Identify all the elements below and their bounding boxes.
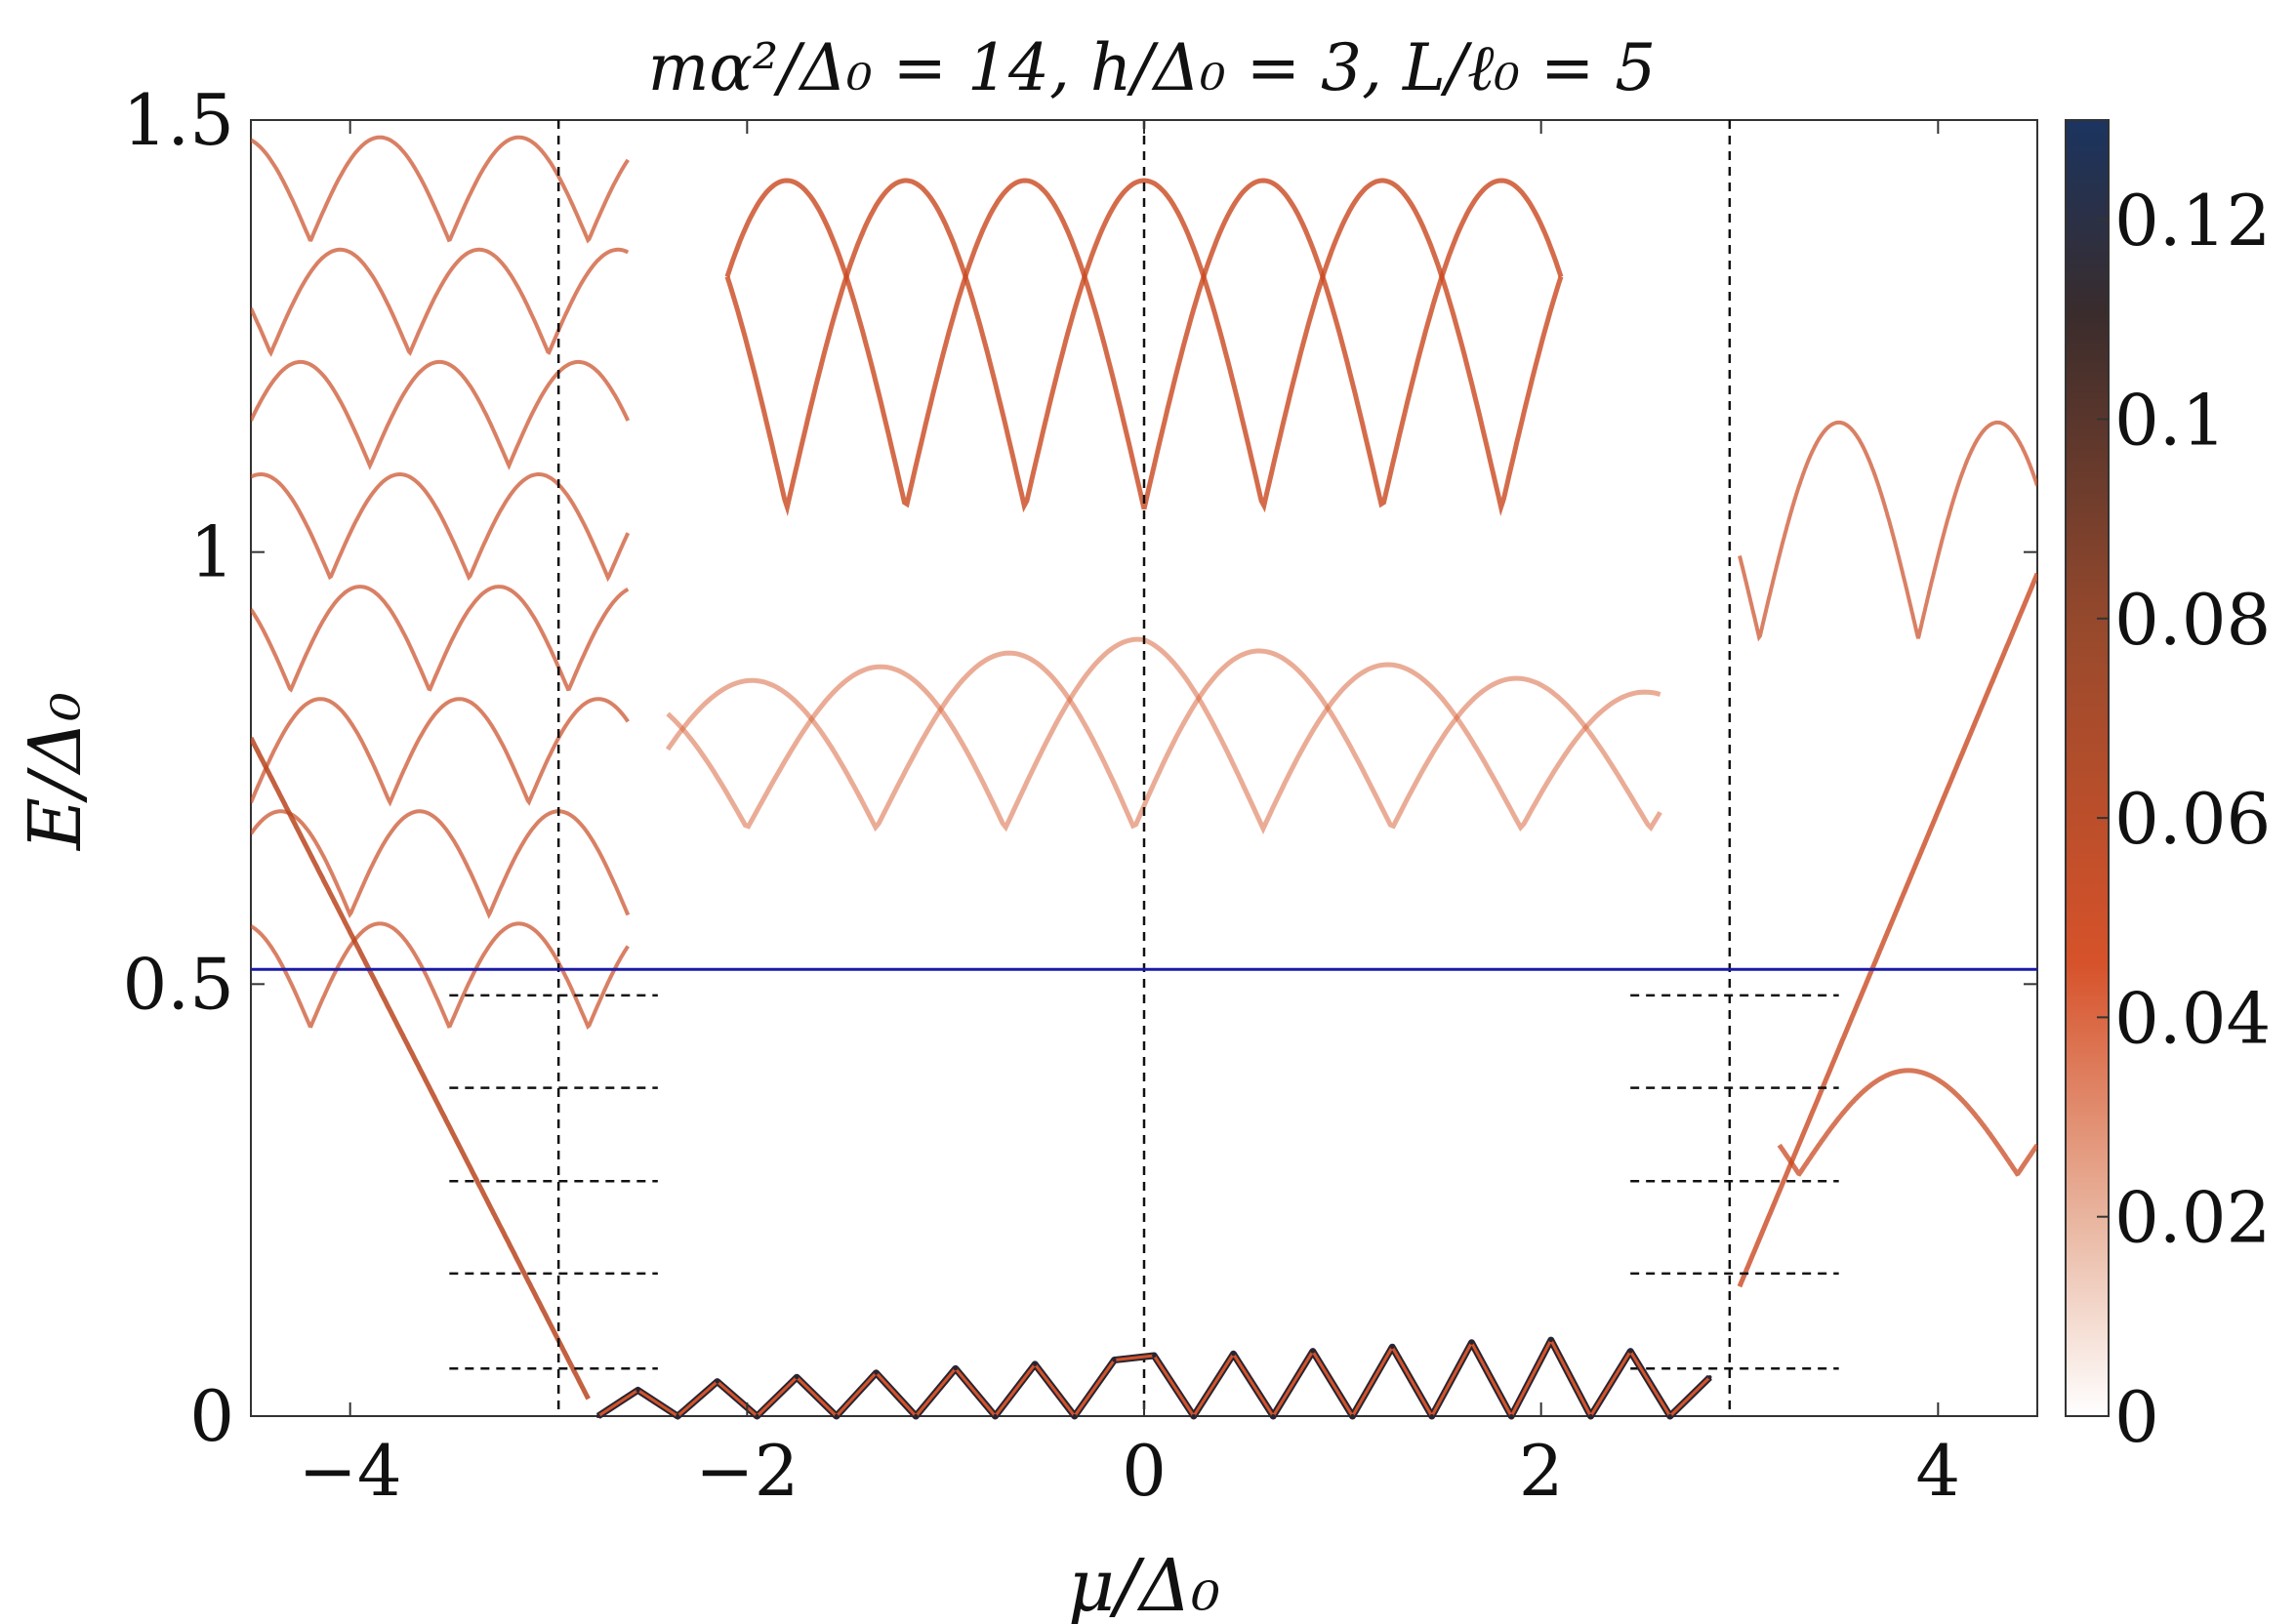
colorbar: 0 0.02 0.04 0.06 0.08 0.1 0.12 [2065,119,2271,1458]
data-point [676,1414,680,1418]
colorbar-tick-label: 0.1 [2114,379,2227,461]
data-point [1271,1414,1276,1418]
data-point [1390,1345,1395,1350]
data-point [1310,1349,1315,1354]
x-tick-label: −4 [299,1430,402,1512]
data-point [1152,1354,1157,1359]
level-band [724,178,1564,517]
y-tick-label: 1 [189,511,234,593]
data-point [834,1414,839,1418]
data-point [1707,1375,1712,1380]
colorbar-tick-label: 0.08 [2114,579,2271,661]
x-tick-label: −2 [695,1430,799,1512]
colorbar-tick-label: 0.04 [2114,977,2271,1059]
y-tick-label: 0 [189,1375,234,1457]
level-band [251,736,591,1401]
data-point [1548,1338,1553,1343]
data-point [1191,1414,1196,1418]
level-band [251,247,630,357]
data-point [1033,1361,1038,1366]
y-axis: 0 0.5 1 1.5 [122,79,2037,1457]
level-band [251,921,630,1030]
y-axis-label: E/Δ₀ [14,692,98,852]
level-band [666,636,1661,834]
colorbar-tick-label: 0.02 [2114,1177,2271,1259]
y-tick-label: 0.5 [122,943,234,1025]
level-band [251,135,630,244]
reference-lines [251,120,2037,1416]
data-point [1429,1414,1434,1418]
y-tick-label: 1.5 [122,79,234,161]
data-point [1588,1414,1593,1418]
colorbar-tick-label: 0.12 [2114,180,2271,262]
level-band [251,585,630,693]
plot-area [250,119,2038,1420]
x-tick-label: 0 [1122,1430,1167,1512]
data-point [1072,1414,1077,1418]
colorbar-ticks: 0 0.02 0.04 0.06 0.08 0.1 0.12 [2097,180,2271,1458]
x-axis-label: μ/Δ₀ [1068,1544,1220,1624]
x-tick-label: 2 [1519,1430,1564,1512]
x-tick-label: 4 [1915,1430,1960,1512]
level-band [1738,420,2037,642]
data-point [755,1414,759,1418]
colorbar-tick-label: 0.06 [2114,778,2271,860]
level-band [251,809,631,919]
data-point [795,1375,800,1380]
level-band [251,472,631,583]
colorbar-tick-label: 0 [2114,1376,2159,1458]
data-point [953,1366,958,1371]
spectral-bands [251,135,2037,1401]
data-point [1350,1414,1355,1418]
level-band [1737,572,2037,1288]
data-point [715,1379,719,1384]
data-point [1231,1352,1236,1357]
level-band [724,178,1564,509]
data-point [595,1414,600,1418]
data-point [1667,1414,1672,1418]
data-point [874,1370,879,1375]
data-point [1469,1340,1474,1345]
colorbar-gradient [2065,119,2110,1417]
level-band [665,648,1662,832]
chart-marks [595,1336,1712,1420]
data-point [636,1388,640,1393]
data-point [1628,1349,1633,1354]
level-band [251,697,630,807]
data-point [914,1414,919,1418]
data-point [1509,1414,1514,1418]
x-axis: −4 −2 0 2 4 [299,120,1960,1512]
chart-title: mα²/Δ₀ = 14, h/Δ₀ = 3, L/ℓ₀ = 5 [648,30,1657,105]
level-band [1777,1068,2037,1177]
data-point [993,1414,998,1418]
data-point [1112,1358,1117,1362]
level-band [251,359,631,470]
